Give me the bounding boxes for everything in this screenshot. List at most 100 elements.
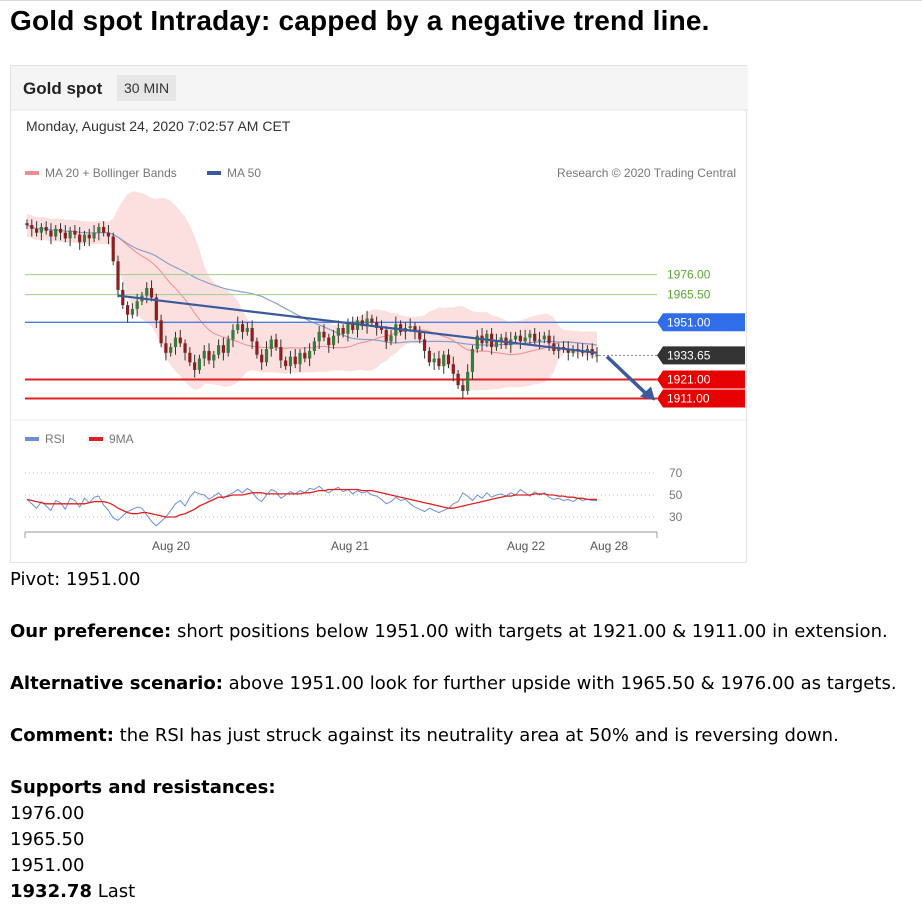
legend-ma20-label: MA 20 + Bollinger Bands <box>45 166 177 180</box>
candle-body <box>188 352 192 363</box>
article-headline: Gold spot Intraday: capped by a negative… <box>10 5 710 36</box>
candle-body <box>528 333 532 338</box>
level-label: 1911.00 <box>667 392 710 406</box>
legend-9ma-label: 9MA <box>109 432 134 446</box>
candle-body <box>595 354 599 357</box>
alternative-label: Alternative scenario: <box>10 673 223 694</box>
candle-body <box>34 228 39 233</box>
pivot-value: 1951.00 <box>65 569 141 590</box>
candle-body <box>322 331 326 338</box>
candle-body <box>394 324 398 336</box>
candle-body <box>102 226 106 233</box>
target-arrow-shaft <box>605 355 649 396</box>
candle-body <box>116 261 120 290</box>
candle-body <box>221 345 225 353</box>
supports-section: Supports and resistances: 1976.00 1965.5… <box>10 775 276 905</box>
candle-body <box>312 341 316 351</box>
pivot-line: Pivot: 1951.00 <box>10 567 140 593</box>
candle-body <box>255 341 259 355</box>
candle-body <box>346 324 350 334</box>
candle-body <box>303 352 307 359</box>
target-arrow-head <box>640 386 655 401</box>
legend-rsi: RSI <box>25 432 65 446</box>
level-label: 1976.00 <box>667 268 711 282</box>
alternative-text: above 1951.00 look for further upside wi… <box>228 673 897 694</box>
candle-body <box>389 335 393 342</box>
comment-text: the RSI has just struck against its neut… <box>119 725 839 746</box>
candle-body <box>264 348 269 363</box>
candle-body <box>341 328 345 334</box>
candle-body <box>250 328 254 342</box>
candle-body <box>494 341 499 348</box>
candle-body <box>173 337 178 348</box>
comment-paragraph: Comment: the RSI has just struck against… <box>10 723 839 749</box>
candle-body <box>427 350 431 363</box>
candle-body <box>485 333 489 344</box>
candle-body <box>284 360 288 367</box>
candle-body <box>466 371 470 391</box>
candle-body <box>418 331 422 340</box>
legend-ma50-swatch <box>207 171 221 175</box>
level-label: 1951.00 <box>667 315 711 329</box>
candle-body <box>44 226 48 231</box>
candle-body <box>30 225 34 229</box>
preference-text: short positions below 1951.00 with targe… <box>176 621 888 642</box>
candle-body <box>379 328 384 330</box>
candle-body <box>63 232 67 239</box>
candle-body <box>523 337 527 342</box>
candle-body <box>288 356 293 367</box>
rsi-line <box>26 485 597 527</box>
candle-body <box>542 335 546 340</box>
last-price-label: Last <box>97 881 136 902</box>
chart-svg: 1976.00 1965.50 1951.00 1933.65 1921.00 1911.… <box>11 66 748 553</box>
alternative-paragraph: Alternative scenario: above 1951.00 look… <box>10 671 897 697</box>
support-level: 1976.00 <box>10 803 85 824</box>
candle-body <box>82 234 87 243</box>
last-price-line: 1932.78 Last <box>10 879 276 905</box>
candle-body <box>111 236 115 262</box>
pivot-label: Pivot: <box>10 569 61 590</box>
candle-body <box>130 308 134 315</box>
candle-body <box>178 337 182 344</box>
candle-body <box>518 335 522 342</box>
candle-body <box>336 328 340 336</box>
level-label: 1933.65 <box>667 348 711 362</box>
legend-ma20: MA 20 + Bollinger Bands <box>25 166 177 180</box>
candle-body <box>202 350 206 359</box>
candle-body <box>274 339 278 348</box>
candle-body <box>442 354 446 367</box>
candle-body <box>317 331 321 342</box>
preference-paragraph: Our preference: short positions below 19… <box>10 619 888 645</box>
candle-body <box>413 326 417 332</box>
candle-body <box>25 223 29 226</box>
candle-body <box>408 326 412 329</box>
legend-rsi-swatch <box>25 437 39 441</box>
preference-label: Our preference: <box>10 621 172 642</box>
level-badge <box>657 313 745 332</box>
legend-9ma: 9MA <box>89 432 134 446</box>
candle-body <box>260 354 264 363</box>
candle-body <box>566 348 570 353</box>
candle-body <box>183 343 187 353</box>
candle-body <box>49 230 53 237</box>
candle-body <box>39 226 43 233</box>
level-badge <box>657 389 745 408</box>
candle-body <box>73 230 77 235</box>
candle-body <box>159 320 163 344</box>
candle-body <box>308 350 312 359</box>
candle-body <box>125 305 130 315</box>
interval-button[interactable]: 30 MIN <box>117 75 177 101</box>
candle-body <box>207 350 211 361</box>
support-level: 1965.50 <box>10 829 85 850</box>
candle-body <box>68 230 72 239</box>
rsi-panel: 70 50 30 <box>25 466 683 527</box>
candle-body <box>327 337 331 346</box>
candle-body <box>149 287 154 298</box>
candle-body <box>193 362 197 370</box>
trend-line <box>117 294 598 354</box>
candle-body <box>245 328 249 332</box>
candle-body <box>422 339 427 351</box>
candle-body <box>154 297 158 321</box>
chart-card: 1976.00 1965.50 1951.00 1933.65 1921.00 1911.… <box>10 65 748 563</box>
x-tick-label: Aug 22 <box>507 539 545 553</box>
